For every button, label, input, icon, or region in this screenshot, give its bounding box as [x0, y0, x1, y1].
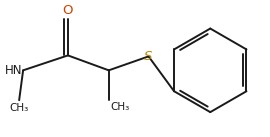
Text: HN: HN	[5, 64, 22, 77]
Text: S: S	[144, 50, 153, 63]
Text: CH₃: CH₃	[9, 103, 29, 113]
Text: CH₃: CH₃	[111, 102, 130, 112]
Text: O: O	[63, 4, 73, 17]
